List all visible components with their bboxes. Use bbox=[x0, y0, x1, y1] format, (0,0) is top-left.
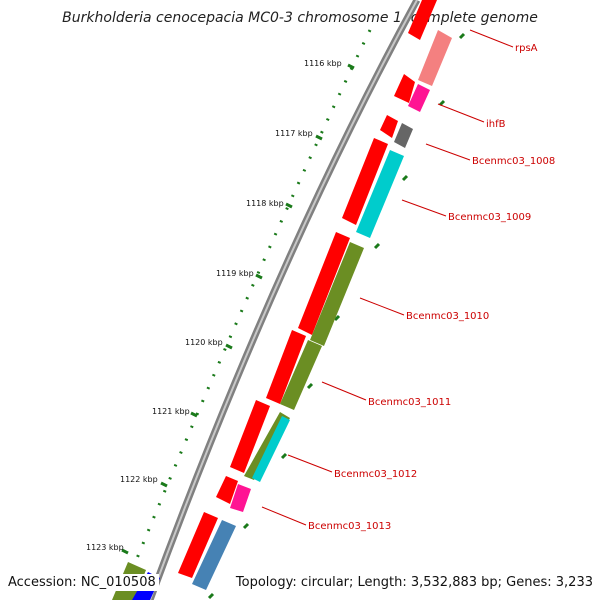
gene-rpsA-outer[interactable] bbox=[408, 0, 437, 40]
inner-tick bbox=[306, 382, 314, 390]
gene-label[interactable]: ihfB bbox=[486, 119, 506, 130]
ruler-tick bbox=[347, 63, 355, 70]
inner-ticks bbox=[207, 32, 466, 600]
ruler-tick bbox=[160, 481, 168, 488]
label-connectors bbox=[261, 29, 514, 526]
gene-1012-inner-cyan[interactable] bbox=[252, 416, 290, 482]
inner-tick bbox=[401, 174, 409, 182]
chromosome-backbone-highlight bbox=[149, 0, 418, 600]
gene-1013-outer[interactable] bbox=[178, 512, 218, 578]
inner-tick bbox=[333, 314, 341, 322]
inner-tick bbox=[280, 452, 288, 460]
accession-text: Accession: NC_010508 bbox=[5, 574, 159, 591]
gene-label[interactable]: Bcenmc03_1008 bbox=[472, 156, 555, 167]
gene-1011-inner[interactable] bbox=[280, 340, 322, 410]
inner-tick bbox=[373, 242, 381, 250]
gene-ihfB-outer[interactable] bbox=[394, 74, 415, 103]
ruler-ticks bbox=[121, 63, 355, 555]
inner-tick bbox=[242, 522, 250, 530]
connector-1013 bbox=[261, 506, 307, 526]
topology-text: Topology: circular; Length: 3,532,883 bp… bbox=[232, 574, 596, 591]
connector-ihfB bbox=[437, 103, 485, 123]
gene-lane-inner bbox=[112, 30, 452, 600]
inner-tick bbox=[207, 592, 215, 600]
tick-label: 1120 kbp bbox=[185, 338, 223, 347]
connector-1012 bbox=[287, 454, 333, 473]
ruler-tick bbox=[285, 202, 293, 209]
gene-1012-outer[interactable] bbox=[230, 400, 270, 473]
ruler-tick bbox=[255, 273, 263, 280]
connector-1009 bbox=[401, 199, 447, 217]
chromosome-backbone bbox=[146, 0, 421, 600]
connector-1008 bbox=[425, 143, 471, 161]
gene-label[interactable]: Bcenmc03_1011 bbox=[368, 397, 451, 408]
gene-1009-inner[interactable] bbox=[356, 150, 404, 238]
tick-label: 1118 kbp bbox=[246, 199, 284, 208]
gene-1009-outer[interactable] bbox=[342, 138, 388, 225]
gene-label[interactable]: Bcenmc03_1009 bbox=[448, 212, 531, 223]
inner-tick bbox=[438, 99, 446, 107]
gene-1013-pink[interactable] bbox=[230, 484, 251, 512]
gene-label[interactable]: Bcenmc03_1010 bbox=[406, 311, 489, 322]
gene-lane-outer bbox=[178, 0, 437, 578]
inner-tick bbox=[458, 32, 466, 40]
tick-label: 1116 kbp bbox=[304, 59, 342, 68]
connector-1010 bbox=[359, 297, 405, 316]
connector-1011 bbox=[321, 381, 367, 401]
gene-1008-inner[interactable] bbox=[394, 123, 413, 148]
gene-label[interactable]: Bcenmc03_1012 bbox=[334, 469, 417, 480]
ruler-tick bbox=[315, 134, 323, 141]
gene-1008-outer[interactable] bbox=[380, 115, 398, 138]
ruler-tick bbox=[190, 411, 198, 418]
gene-label[interactable]: Bcenmc03_1013 bbox=[308, 521, 391, 532]
tick-label: 1119 kbp bbox=[216, 269, 254, 278]
tick-label: 1122 kbp bbox=[120, 475, 158, 484]
gene-1010-inner[interactable] bbox=[310, 242, 364, 346]
tick-label: 1117 kbp bbox=[275, 129, 313, 138]
gene-ihfB-inner[interactable] bbox=[408, 84, 430, 112]
gene-1013-upper-outer[interactable] bbox=[216, 476, 238, 504]
ruler-dotted-arc bbox=[118, 29, 372, 600]
ruler-tick bbox=[121, 548, 129, 555]
tick-label: 1121 kbp bbox=[152, 407, 190, 416]
gene-1010-outer[interactable] bbox=[298, 232, 350, 335]
gene-label[interactable]: rpsA bbox=[515, 43, 538, 54]
connector-rpsA bbox=[469, 29, 514, 48]
gene-1013-inner[interactable] bbox=[192, 520, 236, 590]
gene-rpsA-inner[interactable] bbox=[418, 30, 452, 86]
gene-1011-outer[interactable] bbox=[266, 330, 306, 404]
ruler-tick bbox=[225, 343, 233, 350]
tick-label: 1123 kbp bbox=[86, 543, 124, 552]
